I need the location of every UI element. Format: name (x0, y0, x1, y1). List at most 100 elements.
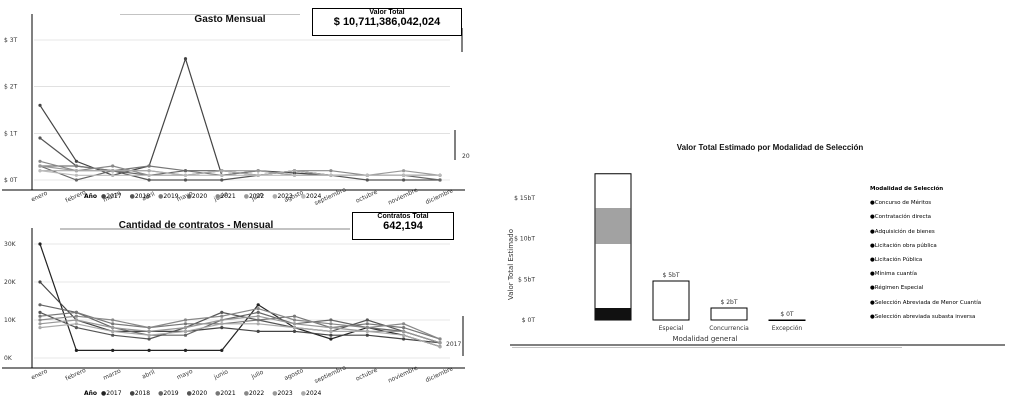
data-point-2024 (329, 173, 333, 177)
data-point-2022 (147, 326, 151, 330)
data-point-2019 (183, 333, 188, 337)
data-point-2024 (147, 173, 151, 177)
series-line-2017 (39, 243, 441, 351)
data-point-2024 (220, 173, 224, 177)
modalidad-legend-item: ●Régimen Especial (870, 285, 924, 292)
series-line-2023 (39, 315, 441, 344)
legend-entry-2020: ●2020 (186, 193, 208, 200)
data-point-2018 (183, 178, 188, 182)
data-point-2023 (256, 314, 260, 318)
series-line-2018 (39, 281, 441, 344)
data-point-2020 (74, 326, 78, 330)
data-point-2023 (292, 322, 297, 326)
data-point-2021 (365, 322, 369, 326)
data-point-2022 (329, 322, 333, 326)
gasto-kpi-value: $ 10,711,386,042,024 (333, 16, 441, 28)
data-point-2017 (292, 171, 297, 175)
data-point-2017 (183, 348, 188, 352)
data-point-2020 (365, 318, 369, 322)
legend-entry-2019: ●2019 (158, 390, 179, 397)
data-point-2024 (74, 322, 78, 326)
data-point-2023 (402, 329, 406, 333)
data-point-2024 (292, 326, 297, 330)
data-point-2024 (256, 322, 260, 326)
data-point-2021 (111, 164, 115, 168)
data-point-2022 (183, 318, 188, 322)
data-point-2023 (220, 169, 224, 173)
scan-noise (60, 228, 350, 230)
series-line-2022 (39, 307, 441, 340)
data-point-2021 (74, 310, 78, 314)
legend-entry-2022: ●2022 (243, 390, 265, 397)
bar-data-label: $ 5bT (662, 272, 679, 279)
data-point-2024 (292, 173, 297, 177)
x-tick-label: marzo (102, 367, 122, 381)
data-point-2021 (111, 322, 115, 326)
x-category-label: Concurrencia (709, 325, 749, 332)
legend-entry-2017: ●2017 (101, 390, 122, 397)
x-category-label: Excepción (772, 325, 803, 332)
bar (594, 173, 632, 321)
y-tick-label: $ 10bT (514, 236, 535, 243)
y-tick-label: $ 15bT (514, 195, 535, 202)
y-tick-label: 30K (4, 241, 17, 248)
data-point-2024 (402, 333, 406, 337)
y-tick-label: $ 0T (4, 177, 18, 184)
data-point-2022 (256, 307, 260, 311)
data-point-2024 (220, 322, 224, 326)
data-point-2019 (147, 164, 151, 168)
data-point-2023 (438, 341, 442, 345)
series-line-2024 (39, 170, 440, 176)
data-point-2018 (38, 280, 42, 284)
y-tick-label: $ 5bT (518, 276, 535, 283)
data-point-2018 (365, 333, 369, 337)
data-point-2024 (256, 173, 260, 177)
data-point-2024 (38, 169, 42, 173)
data-point-2018 (292, 329, 297, 333)
y-tick-label: 20K (4, 279, 17, 286)
data-point-2024 (38, 326, 42, 330)
modalidad-legend-item: ●Concurso de Méritos (870, 200, 932, 207)
modalidad-legend-item: ●Contratación directa (870, 214, 932, 221)
y-tick-label: 0K (4, 355, 13, 362)
scan-noise (120, 14, 300, 15)
data-point-2020 (147, 337, 151, 341)
data-point-2018 (402, 178, 406, 182)
data-point-2021 (402, 326, 406, 330)
contratos-chart: Cantidad de contratos - Mensual 30K 20K 10… (2, 220, 465, 385)
x-tick-label: mayo (176, 368, 194, 382)
data-point-2023 (147, 169, 151, 173)
x-tick-label: abril (141, 369, 156, 381)
data-point-2022 (438, 337, 442, 341)
data-point-2019 (38, 303, 42, 307)
data-point-2023 (111, 169, 115, 173)
legend-title: Año (84, 390, 98, 397)
data-point-2022 (402, 322, 406, 326)
modalidad-legend-item: ●Licitación obra pública (870, 242, 937, 249)
data-point-2023 (329, 326, 333, 330)
data-point-2018 (147, 178, 151, 182)
series-line-2024 (39, 323, 441, 348)
data-point-2020 (74, 178, 78, 182)
x-tick-label: octubre (355, 188, 379, 204)
data-point-2017 (220, 348, 224, 352)
bar-data-label: $ 2bT (720, 299, 737, 306)
x-tick-label: junio (212, 368, 229, 381)
data-point-2021 (329, 169, 333, 173)
data-point-2024 (438, 173, 442, 177)
data-point-2018 (220, 326, 224, 330)
data-point-2024 (365, 329, 369, 333)
gasto-title: Gasto Mensual (194, 14, 265, 25)
data-point-2023 (183, 326, 188, 330)
y-tick-label: 10K (4, 317, 17, 324)
modalidad-title: Valor Total Estimado por Modalidad de Se… (677, 143, 864, 152)
contratos-kpi-value: 642,194 (383, 220, 423, 232)
series-line-2021 (39, 311, 441, 340)
data-point-2022 (402, 169, 406, 173)
x-tick-label: octubre (355, 366, 379, 382)
modalidad-y-label: Valor Total Estimado (507, 229, 515, 300)
data-point-2018 (402, 337, 406, 341)
bar (768, 319, 806, 321)
data-point-2017 (74, 348, 78, 352)
data-point-2023 (74, 169, 78, 173)
